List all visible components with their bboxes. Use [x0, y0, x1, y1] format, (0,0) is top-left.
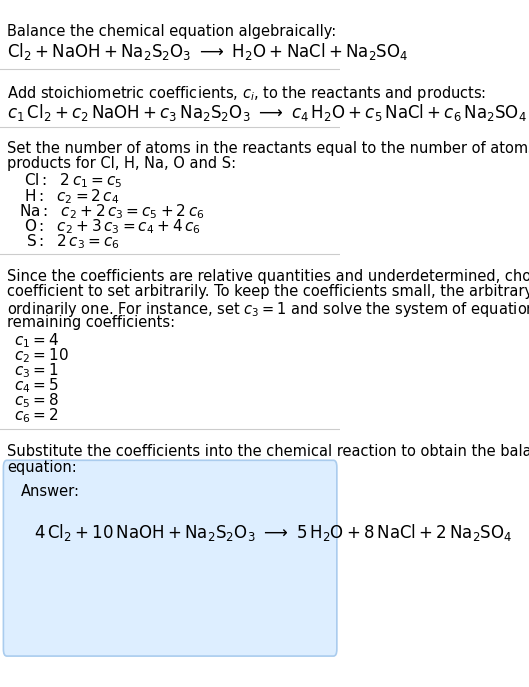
Text: coefficient to set arbitrarily. To keep the coefficients small, the arbitrary va: coefficient to set arbitrarily. To keep … — [7, 284, 529, 300]
Text: Substitute the coefficients into the chemical reaction to obtain the balanced: Substitute the coefficients into the che… — [7, 444, 529, 460]
Text: equation:: equation: — [7, 460, 77, 475]
Text: $\mathrm{S:} \ \ 2\,c_3 = c_6$: $\mathrm{S:} \ \ 2\,c_3 = c_6$ — [25, 232, 119, 251]
Text: $c_2 = 10$: $c_2 = 10$ — [14, 346, 68, 365]
FancyBboxPatch shape — [3, 460, 337, 656]
Text: Set the number of atoms in the reactants equal to the number of atoms in the: Set the number of atoms in the reactants… — [7, 141, 529, 156]
Text: Balance the chemical equation algebraically:: Balance the chemical equation algebraica… — [7, 24, 336, 39]
Text: $\mathrm{Cl_2 + NaOH + Na_2S_2O_3 \ \longrightarrow \ H_2O + NaCl + Na_2SO_4}$: $\mathrm{Cl_2 + NaOH + Na_2S_2O_3 \ \lon… — [7, 41, 408, 63]
Text: remaining coefficients:: remaining coefficients: — [7, 315, 175, 330]
Text: $c_5 = 8$: $c_5 = 8$ — [14, 392, 59, 410]
Text: ordinarily one. For instance, set $c_3 = 1$ and solve the system of equations fo: ordinarily one. For instance, set $c_3 =… — [7, 300, 529, 319]
Text: $\mathrm{O:} \ \ c_2 + 3\,c_3 = c_4 + 4\,c_6$: $\mathrm{O:} \ \ c_2 + 3\,c_3 = c_4 + 4\… — [24, 217, 200, 236]
Text: Add stoichiometric coefficients, $c_i$, to the reactants and products:: Add stoichiometric coefficients, $c_i$, … — [7, 84, 486, 103]
Text: Since the coefficients are relative quantities and underdetermined, choose a: Since the coefficients are relative quan… — [7, 269, 529, 284]
Text: $c_6 = 2$: $c_6 = 2$ — [14, 407, 58, 425]
Text: $c_1 = 4$: $c_1 = 4$ — [14, 331, 59, 350]
Text: $4\,\mathrm{Cl_2} + 10\,\mathrm{NaOH} + \mathrm{Na_2S_2O_3} \ \longrightarrow \ : $4\,\mathrm{Cl_2} + 10\,\mathrm{NaOH} + … — [34, 522, 513, 543]
Text: $c_1\,\mathrm{Cl_2} + c_2\,\mathrm{NaOH} + c_3\,\mathrm{Na_2S_2O_3} \ \longright: $c_1\,\mathrm{Cl_2} + c_2\,\mathrm{NaOH}… — [7, 102, 527, 123]
Text: $\mathrm{Na:} \ \ c_2 + 2\,c_3 = c_5 + 2\,c_6$: $\mathrm{Na:} \ \ c_2 + 2\,c_3 = c_5 + 2… — [19, 202, 204, 221]
Text: $\mathrm{H:} \ \ c_2 = 2\,c_4$: $\mathrm{H:} \ \ c_2 = 2\,c_4$ — [24, 187, 119, 205]
Text: $c_3 = 1$: $c_3 = 1$ — [14, 361, 58, 380]
Text: $\mathrm{Cl:} \ \ 2\,c_1 = c_5$: $\mathrm{Cl:} \ \ 2\,c_1 = c_5$ — [24, 172, 122, 190]
Text: products for Cl, H, Na, O and S:: products for Cl, H, Na, O and S: — [7, 156, 236, 171]
Text: $c_4 = 5$: $c_4 = 5$ — [14, 376, 58, 395]
Text: Answer:: Answer: — [21, 484, 79, 499]
